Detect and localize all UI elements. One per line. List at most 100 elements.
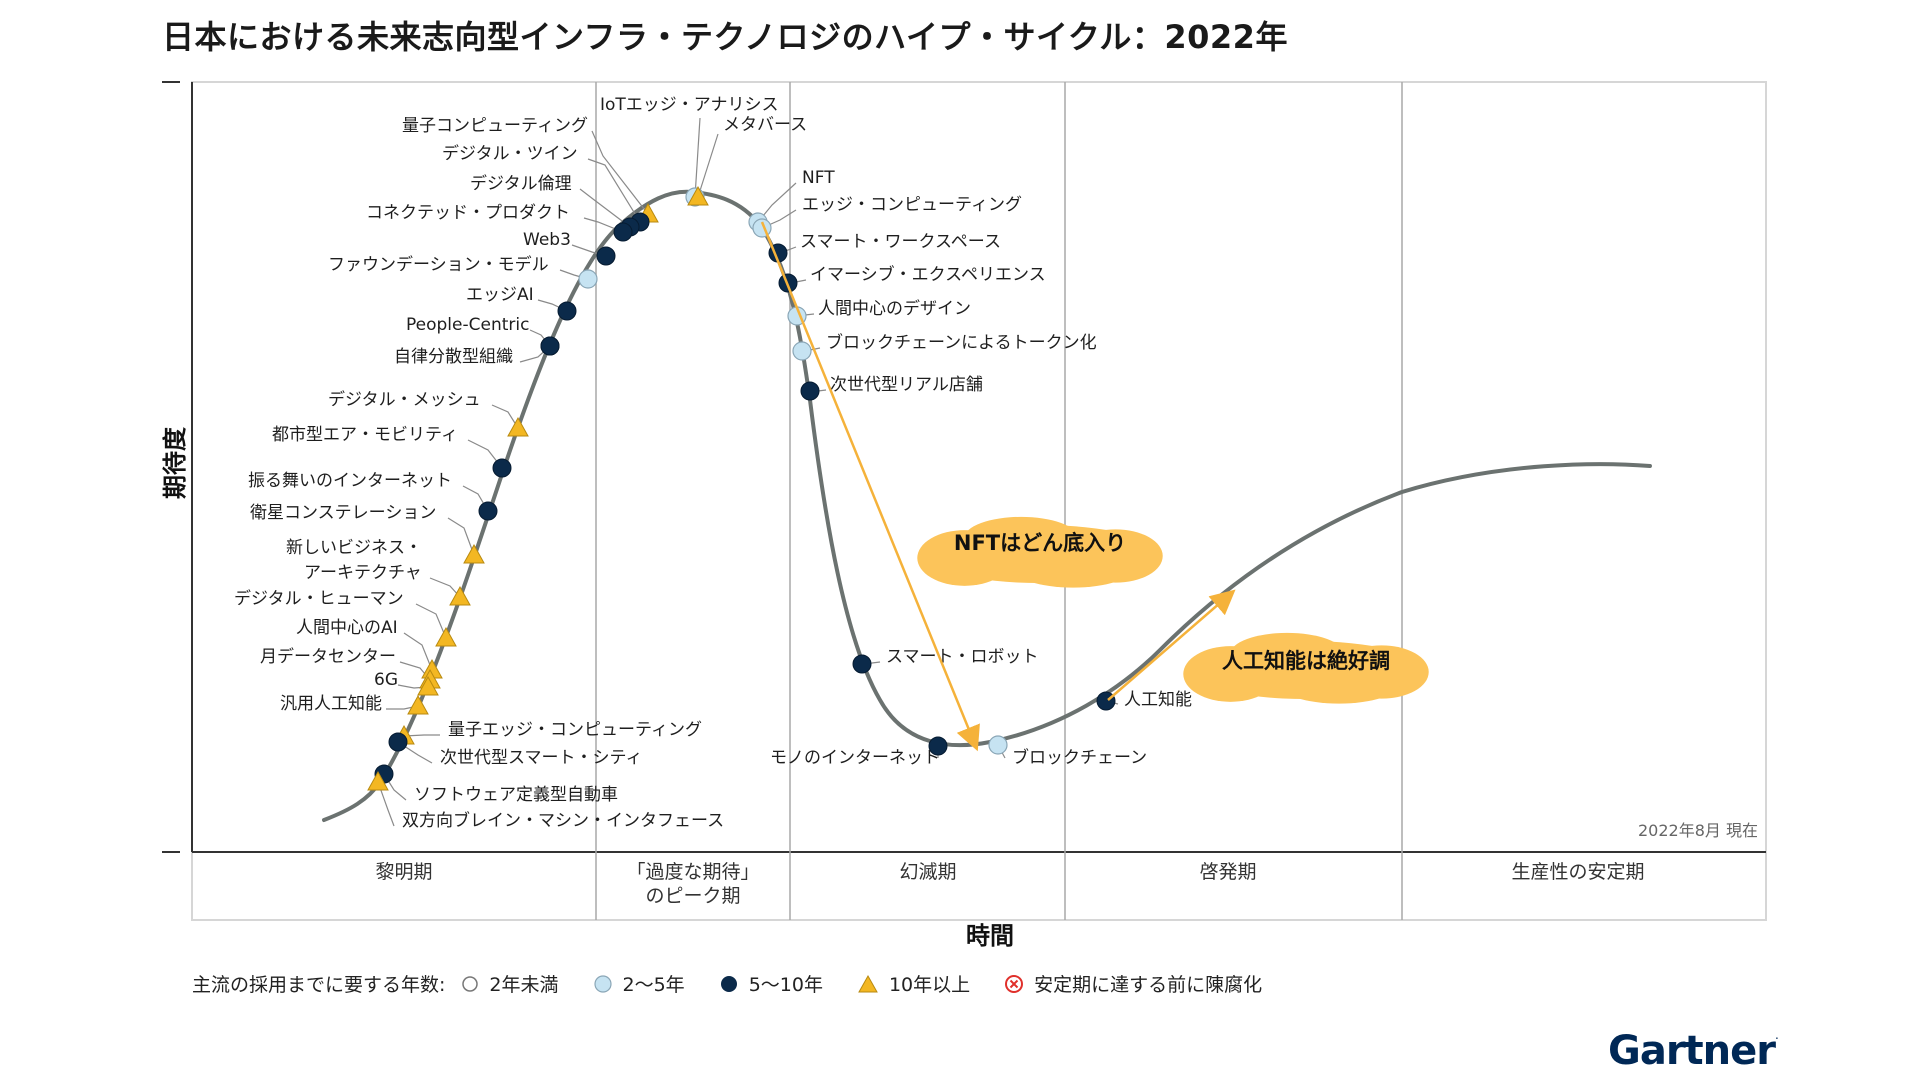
marker-5to10 [388, 732, 408, 752]
tech-label: ブロックチェーンによるトークン化 [826, 332, 1097, 353]
leader-lines [377, 117, 1119, 827]
marker-gt10 [435, 626, 457, 647]
marker-5to10 [852, 654, 872, 674]
tech-label: 自律分散型組織 [394, 347, 513, 367]
tech-label: Web3 [523, 230, 571, 250]
plot-border [191, 81, 1767, 921]
marker-gt10 [507, 416, 529, 437]
marker-2to5 [988, 735, 1008, 755]
leader-line [447, 517, 475, 556]
leader-line [403, 632, 433, 671]
legend-label: 5〜10年 [748, 974, 823, 996]
tech-label: 都市型エア・モビリティ [272, 425, 458, 445]
marker-5to10 [478, 501, 498, 521]
marker-gt10 [687, 185, 709, 206]
phase-label-innovation: 黎明期 [375, 861, 432, 883]
marker-gt10 [449, 585, 471, 606]
tech-label: スマート・ワークスペース [800, 232, 1001, 252]
ai-arrow [1107, 589, 1236, 701]
yellow-triangle-icon [858, 974, 878, 992]
tech-label: People-Centric [406, 315, 529, 335]
tech-label: アーキテクチャ [304, 563, 422, 583]
tech-label: エッジ・コンピューティング [802, 195, 1022, 215]
nft-note-text: NFTはどん底入り [954, 531, 1126, 555]
tech-label: メタバース [723, 115, 807, 135]
phase-label-peak: のピーク期 [645, 885, 740, 907]
legend-label: 10年以上 [888, 974, 971, 996]
ai-note-bubble [1183, 632, 1429, 704]
tech-label: 量子エッジ・コンピューティング [448, 720, 702, 740]
tech-label: スマート・ロボット [886, 647, 1039, 667]
y-axis-label: 期待度 [161, 426, 189, 499]
leader-line [587, 158, 641, 223]
marker-5to10 [928, 736, 948, 756]
marker-gt10 [417, 675, 439, 696]
leader-line [694, 117, 701, 198]
legend: 主流の採用までに要する年数: 2年未満 2〜5年 5〜10年 10年以上 安定期… [192, 970, 1296, 997]
tech-label: IoTエッジ・アナリシス [600, 95, 778, 115]
tech-label: デジタル・ヒューマン [234, 588, 404, 609]
tech-label: ブロックチェーン [1012, 747, 1147, 768]
technology-markers [367, 185, 1116, 791]
legend-item-obsolete: 安定期に達する前に陳腐化 [1004, 970, 1262, 997]
legend-prefix: 主流の採用までに要する年数: [192, 974, 446, 996]
tech-label: 6G [374, 670, 398, 690]
phase-labels: 黎明期 「過度な期待」のピーク期 幻滅期 啓発期 生産性の安定期 [375, 861, 1644, 907]
marker-gt10 [463, 543, 485, 564]
tech-label: イマーシブ・エクスペリエンス [810, 264, 1046, 285]
phase-label-slope: 啓発期 [1199, 861, 1256, 883]
legend-item-5to10: 5〜10年 [719, 970, 823, 997]
marker-2to5 [578, 269, 598, 289]
marker-5to10 [800, 381, 820, 401]
tech-label: デジタル・ツイン [442, 143, 578, 164]
tech-label: エッジAI [466, 285, 534, 305]
phase-label-trough: 幻滅期 [899, 861, 956, 883]
tech-label: デジタル・メッシュ [328, 389, 481, 410]
tech-label: ファウンデーション・モデル [328, 254, 549, 275]
nft-note-bubble [917, 516, 1163, 588]
ai-note-text: 人工知能は絶好調 [1222, 649, 1390, 673]
marker-5to10 [492, 458, 512, 478]
chart-title: 日本における未来志向型インフラ・テクノロジのハイプ・サイクル：2022年 [162, 18, 1288, 56]
leader-line [403, 734, 440, 737]
marker-5to10 [540, 336, 560, 356]
tech-label: 人間中心のデザイン [818, 298, 971, 319]
tech-label: 双方向ブレイン・マシン・インタフェース [402, 810, 724, 831]
marker-5to10 [557, 301, 577, 321]
obsolete-x-icon [1005, 974, 1024, 993]
light-blue-circle-icon [593, 974, 612, 993]
tech-label: 衛星コンステレーション [250, 503, 436, 523]
as-of-date: 2022年8月 現在 [1638, 821, 1758, 840]
marker-5to10 [613, 222, 633, 242]
tech-label: デジタル倫理 [470, 173, 572, 194]
marker-gt10 [367, 770, 389, 791]
tech-label: 量子コンピューティング [402, 116, 588, 136]
leader-line [491, 404, 519, 429]
tech-label: NFT [802, 168, 835, 188]
nft-arrow [760, 221, 980, 752]
phase-label-plateau: 生産性の安定期 [1511, 861, 1644, 883]
legend-item-lt2: 2年未満 [461, 970, 559, 997]
chart-frame [162, 81, 1767, 921]
leader-line [697, 133, 719, 198]
leader-line [415, 603, 447, 639]
marker-gt10 [407, 694, 429, 715]
marker-5to10 [596, 246, 616, 266]
gartner-logo: Gartner. [1608, 1028, 1779, 1074]
legend-label: 2年未満 [489, 974, 559, 996]
tech-label: 人間中心のAI [296, 618, 398, 638]
legend-item-2to5: 2〜5年 [593, 970, 685, 997]
tech-label: 次世代型スマート・シティ [440, 748, 642, 768]
marker-2to5 [792, 341, 812, 361]
tech-label: モノのインターネット [770, 748, 940, 768]
leader-line [579, 188, 631, 228]
tech-label: ソフトウェア定義型自動車 [414, 785, 618, 805]
phase-label-peak: 「過度な期待」 [626, 861, 759, 883]
tech-label: 人工知能 [1124, 690, 1192, 710]
tech-label: 新しいビジネス・ [286, 538, 422, 558]
tech-label: コネクテッド・プロダクト [366, 203, 570, 223]
tech-label: 次世代型リアル店舗 [830, 375, 983, 395]
legend-label: 安定期に達する前に陳腐化 [1034, 974, 1263, 996]
